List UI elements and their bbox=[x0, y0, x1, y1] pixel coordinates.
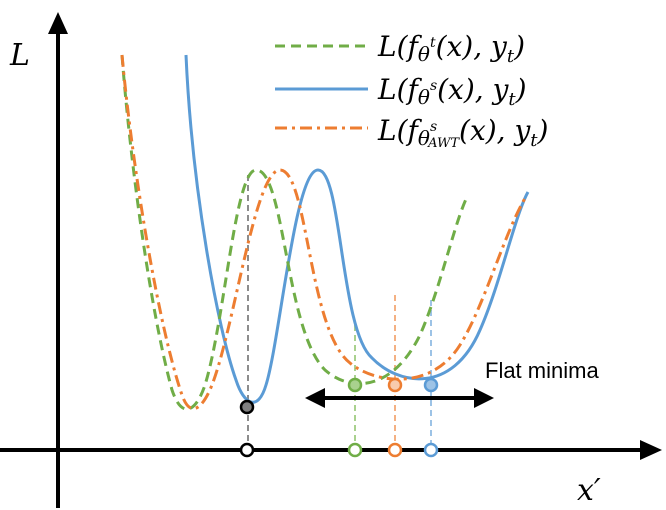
y-axis-arrowhead bbox=[48, 12, 68, 34]
legend-awt-label: L(fθs AWT(x), yt) bbox=[377, 114, 548, 151]
student-min-axis-marker bbox=[423, 442, 439, 458]
x-axis-label: x′ bbox=[577, 473, 601, 508]
flat-minima-label: Flat minima bbox=[485, 358, 599, 383]
y-axis-label: L bbox=[9, 38, 30, 73]
legend-teacher-label: L(fθt(x), yt) bbox=[377, 30, 525, 67]
x-axis-arrowhead bbox=[640, 440, 662, 460]
awt-loss-curve bbox=[120, 54, 529, 411]
teacher-min-marker bbox=[347, 377, 363, 393]
awt-min-marker bbox=[387, 377, 403, 393]
student-min-marker bbox=[423, 377, 439, 393]
legend-student-label: L(fθs(x), yt) bbox=[377, 73, 527, 110]
awt-min-axis-marker bbox=[387, 442, 403, 458]
legend: L(fθt(x), yt) L(fθs(x), yt) L(fθs AWT(x),… bbox=[275, 30, 548, 151]
flat-minima-arrowhead-right bbox=[474, 388, 494, 408]
student-loss-curve bbox=[184, 54, 530, 404]
teacher-min-axis-marker bbox=[347, 442, 363, 458]
sharp-min-axis-marker bbox=[239, 442, 255, 458]
teacher-loss-curve bbox=[120, 54, 470, 411]
sharp-min-marker bbox=[239, 399, 255, 415]
flat-minima-arrowhead-left bbox=[305, 388, 325, 408]
